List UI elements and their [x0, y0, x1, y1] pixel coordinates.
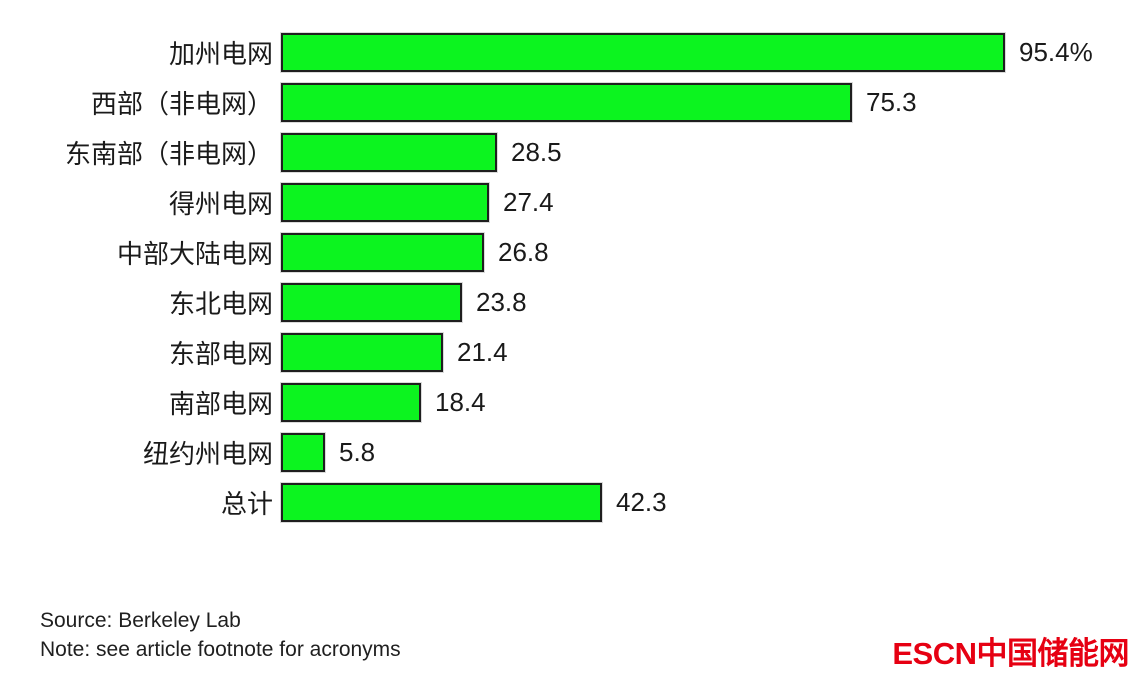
chart-row: 东南部（非电网） 28.5: [0, 133, 1093, 172]
chart-row: 总计 42.3: [0, 483, 1093, 522]
value-label: 26.8: [498, 237, 549, 267]
value-label: 28.5: [511, 137, 562, 167]
bar: [281, 483, 602, 522]
bar: [281, 183, 489, 222]
category-label: 东部电网: [168, 339, 273, 369]
value-label: 21.4: [457, 337, 508, 367]
value-label: 42.3: [616, 487, 667, 517]
category-label: 西部（非电网）: [90, 89, 273, 119]
bar-chart: 加州电网 95.4% 西部（非电网） 75.3 东南部（非电网） 28.5 得州电网 27.4…: [0, 33, 1093, 533]
category-label: 纽约州电网: [142, 439, 273, 469]
logo-text: ESCN中国储能网: [892, 636, 1129, 671]
value-label: 95.4%: [1019, 37, 1093, 67]
bar: [281, 83, 852, 122]
value-label: 27.4: [503, 187, 554, 217]
chart-row: 东部电网 21.4: [0, 333, 1093, 372]
category-label: 加州电网: [168, 39, 273, 69]
chart-row: 中部大陆电网 26.8: [0, 233, 1093, 272]
category-label: 得州电网: [168, 189, 273, 219]
value-label: 18.4: [435, 387, 486, 417]
category-label: 南部电网: [168, 389, 273, 419]
bar: [281, 133, 497, 172]
value-label: 5.8: [339, 437, 376, 467]
chart-row: 加州电网 95.4%: [0, 33, 1093, 72]
bar: [281, 383, 421, 422]
escn-logo: ESCN中国储能网: [892, 628, 1129, 673]
value-label: 23.8: [476, 287, 527, 317]
bar: [281, 283, 462, 322]
bar: [281, 233, 484, 272]
category-label: 东南部（非电网）: [64, 139, 273, 169]
chart-row: 西部（非电网） 75.3: [0, 83, 1093, 122]
category-label: 总计: [220, 489, 273, 519]
chart-row: 东北电网 23.8: [0, 283, 1093, 322]
bar: [281, 433, 325, 472]
note-text: Note: see article footnote for acronyms: [40, 638, 401, 661]
chart-row: 得州电网 27.4: [0, 183, 1093, 222]
value-label: 75.3: [866, 87, 917, 117]
source-text: Source: Berkeley Lab: [40, 609, 241, 632]
chart-row: 纽约州电网 5.8: [0, 433, 1093, 472]
bar: [281, 33, 1005, 72]
chart-row: 南部电网 18.4: [0, 383, 1093, 422]
bar: [281, 333, 443, 372]
chart-footer: Source: Berkeley Lab Note: see article f…: [40, 606, 401, 664]
category-label: 中部大陆电网: [116, 239, 273, 269]
category-label: 东北电网: [168, 289, 273, 319]
